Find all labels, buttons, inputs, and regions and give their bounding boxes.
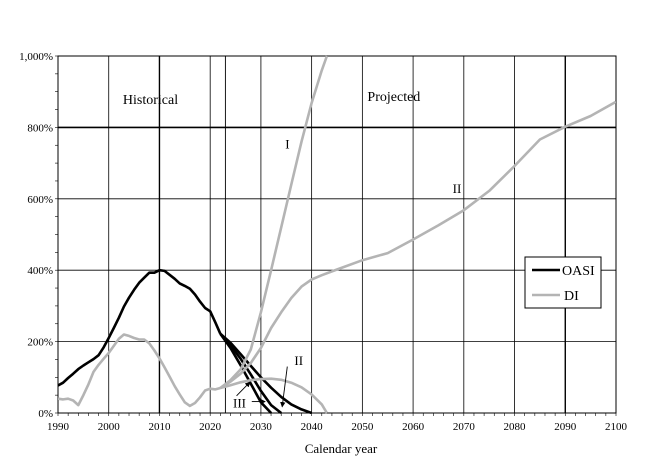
series-oasi-i (219, 332, 313, 414)
legend: OASI DI (524, 256, 602, 309)
annotation-alt-ii-lower: II (294, 353, 303, 368)
x-axis-title: Calendar year (305, 441, 378, 456)
y-tick-label: 800% (27, 122, 53, 134)
series-lines (58, 55, 616, 414)
x-tick-label: 2070 (453, 421, 476, 433)
annotation-alt-ii-upper: II (453, 181, 462, 196)
plot-frame (57, 55, 617, 414)
grid-lines (57, 55, 617, 414)
tick-labels: 0% 200% 400% 600% 800% 1,000% 1990 2000 2010 2020… (19, 51, 627, 433)
arrow-alt-ii (280, 366, 288, 408)
annotation-alt-iii: III (233, 395, 246, 410)
legend-label-di: DI (564, 289, 579, 304)
annotation-projected: Projected (367, 90, 420, 105)
x-tick-label: 1990 (47, 421, 70, 433)
series-di-iii (219, 377, 329, 414)
arrow-alt-iii-upper (236, 381, 251, 397)
series-di-i (219, 55, 329, 390)
y-tick-label: 400% (27, 265, 53, 277)
x-tick-label: 2100 (605, 421, 628, 433)
series-di-historical (58, 333, 221, 408)
x-tick-label: 2050 (351, 421, 374, 433)
legend-label-oasi: OASI (562, 264, 595, 279)
axes (55, 55, 617, 416)
series-oasi-historical (58, 268, 222, 387)
x-tick-label: 2030 (250, 421, 273, 433)
y-tick-label: 200% (27, 337, 53, 349)
annotation-alt-i: I (285, 136, 289, 151)
x-tick-label: 2080 (504, 421, 527, 433)
annotation-historical: Historical (123, 93, 178, 108)
x-tick-label: 2040 (301, 421, 324, 433)
x-tick-label: 2090 (554, 421, 577, 433)
legend-box (524, 256, 602, 309)
x-tick-label: 2010 (148, 421, 171, 433)
y-tick-label: 1,000% (19, 51, 53, 63)
x-tick-label: 2060 (402, 421, 425, 433)
series-oasi-ii (219, 332, 283, 414)
y-tick-label: 0% (38, 408, 53, 420)
x-tick-label: 2000 (98, 421, 121, 433)
series-di-ii (219, 100, 616, 390)
y-tick-label: 600% (27, 194, 53, 206)
x-tick-label: 2020 (199, 421, 222, 433)
